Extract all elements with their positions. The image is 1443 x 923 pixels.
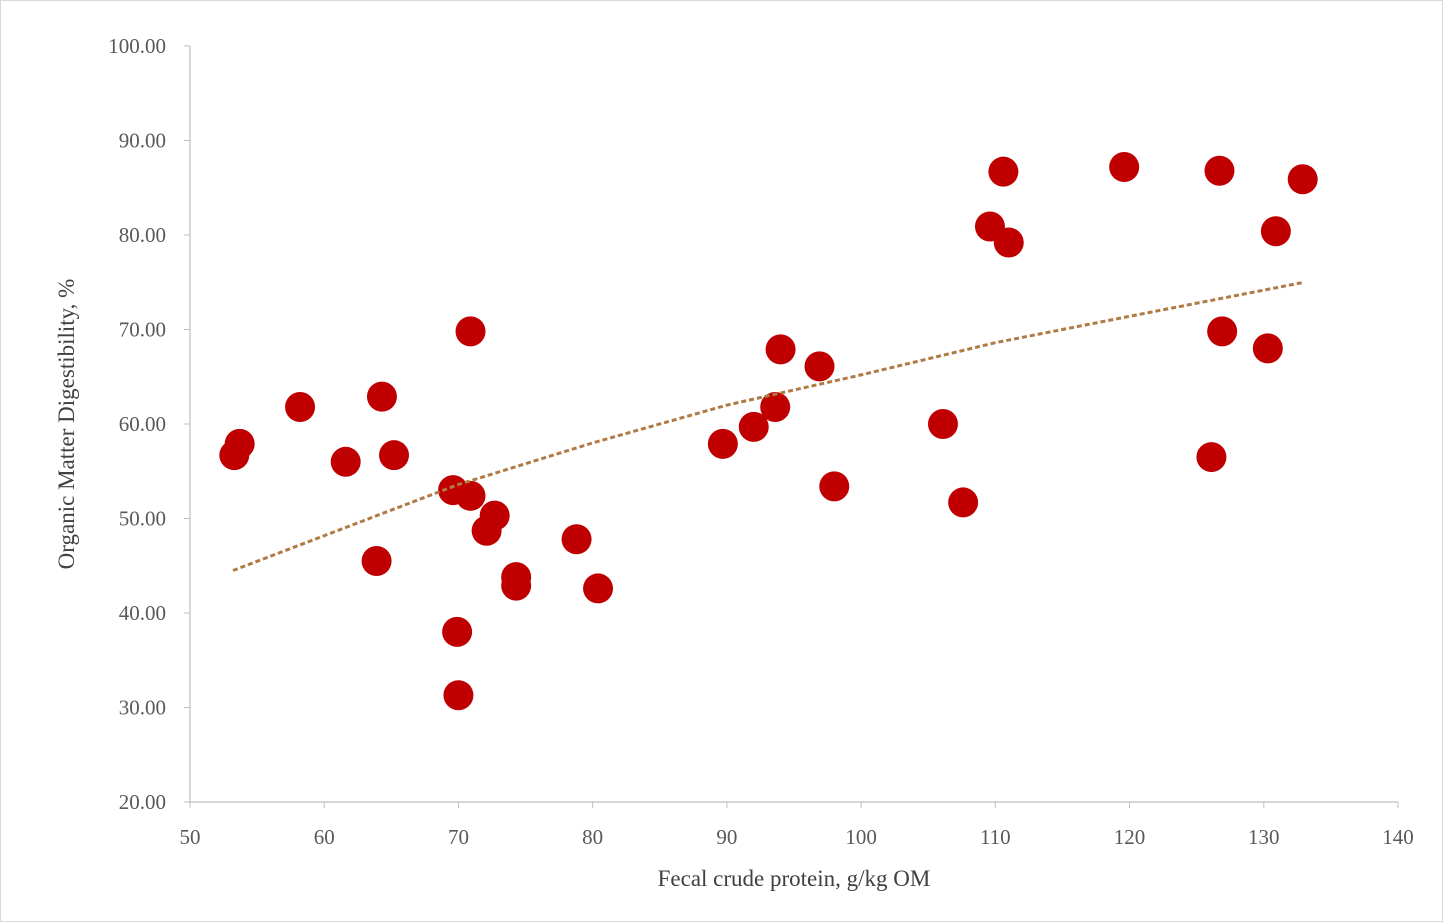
y-tick-labels: 20.00 30.00 40.00 50.00 60.00 70.00 80.00 90.00… [108, 34, 190, 814]
data-points [219, 151, 1318, 711]
data-point [819, 471, 850, 502]
x-tick-label: 110 [980, 825, 1011, 849]
y-tick-label: 70.00 [119, 318, 166, 342]
data-point [501, 570, 532, 601]
x-tick-label: 120 [1114, 825, 1146, 849]
data-point [561, 524, 592, 555]
data-point [948, 487, 979, 518]
data-point [455, 316, 486, 347]
y-tick-label: 80.00 [119, 223, 166, 247]
data-point [760, 391, 791, 422]
data-point [583, 573, 614, 604]
data-point [285, 391, 316, 422]
y-tick-label: 50.00 [119, 507, 166, 531]
data-point [455, 480, 486, 511]
data-point [479, 500, 510, 531]
trendline [232, 280, 1305, 572]
data-point [442, 616, 473, 647]
data-point [361, 546, 392, 577]
x-tick-label: 90 [716, 825, 737, 849]
y-tick-label: 20.00 [119, 790, 166, 814]
data-point [1196, 442, 1227, 473]
data-point [1287, 164, 1318, 195]
x-axis-title: Fecal crude protein, g/kg OM [658, 866, 931, 891]
y-tick-label: 60.00 [119, 412, 166, 436]
data-point [988, 156, 1019, 187]
x-tick-label: 100 [845, 825, 877, 849]
data-point [927, 409, 958, 439]
data-point [738, 411, 769, 442]
data-point [1207, 316, 1238, 347]
x-tick-label: 130 [1248, 825, 1280, 849]
data-point [993, 227, 1024, 258]
y-tick-label: 90.00 [119, 129, 166, 153]
y-tick-label: 40.00 [119, 601, 166, 625]
data-point [765, 334, 796, 365]
y-tick-label: 30.00 [119, 696, 166, 720]
data-point [366, 381, 397, 412]
data-point [1252, 333, 1283, 364]
x-tick-label: 140 [1382, 825, 1414, 849]
y-axis-title: Organic Matter Digestibility, % [54, 279, 79, 570]
data-point [1109, 151, 1140, 182]
x-tick-label: 60 [314, 825, 335, 849]
x-tick-labels: 50 60 70 80 90 100 110 120 130 140 [180, 802, 1414, 849]
data-point [330, 446, 361, 477]
x-tick-label: 50 [180, 825, 201, 849]
x-tick-label: 80 [582, 825, 603, 849]
data-point [804, 351, 835, 382]
x-tick-label: 70 [448, 825, 469, 849]
data-point [707, 428, 738, 459]
y-tick-label: 100.00 [108, 34, 166, 58]
data-point [224, 428, 255, 459]
data-point [1204, 155, 1235, 186]
data-point [443, 680, 474, 711]
data-point [379, 440, 410, 471]
data-point [1260, 216, 1291, 247]
